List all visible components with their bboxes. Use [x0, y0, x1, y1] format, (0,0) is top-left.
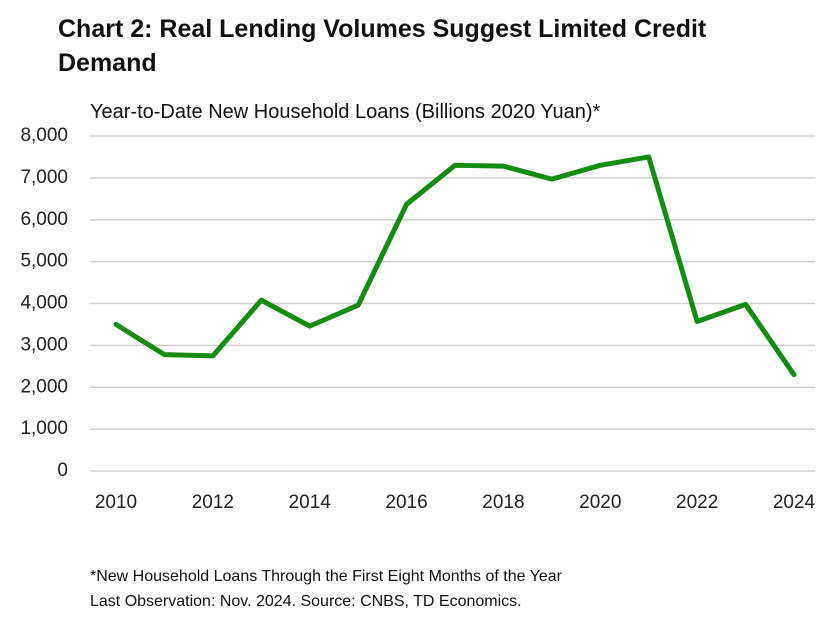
- x-tick-label: 2022: [676, 492, 718, 513]
- x-tick-label: 2024: [773, 492, 816, 513]
- y-tick-label: 5,000: [20, 251, 68, 272]
- chart-subtitle: Year-to-Date New Household Loans (Billio…: [90, 101, 601, 123]
- x-tick-label: 2014: [289, 492, 332, 513]
- y-tick-label: 3,000: [20, 334, 68, 355]
- y-tick-label: 4,000: [20, 293, 68, 314]
- x-tick-label: 2012: [192, 492, 234, 513]
- y-tick-label: 8,000: [20, 125, 68, 146]
- y-tick-label: 7,000: [20, 167, 68, 188]
- footnote: *New Household Loans Through the First E…: [90, 568, 562, 585]
- y-tick-label: 0: [57, 460, 68, 481]
- y-tick-label: 1,000: [20, 418, 68, 439]
- x-tick-label: 2018: [482, 492, 524, 513]
- chart: 0 1,000 2,000 3,000 4,000 5,000 6,000 7,000 8,00…: [20, 125, 816, 513]
- x-tick-label: 2016: [385, 492, 427, 513]
- source-note: Last Observation: Nov. 2024. Source: CNB…: [90, 593, 522, 610]
- x-tick-label: 2020: [579, 492, 621, 513]
- y-tick-label: 2,000: [20, 376, 68, 397]
- y-tick-label: 6,000: [20, 209, 68, 230]
- data-line: [113, 154, 797, 378]
- x-tick-label: 2010: [95, 492, 137, 513]
- chart-title: Chart 2: Real Lending Volumes Suggest Li…: [58, 15, 707, 77]
